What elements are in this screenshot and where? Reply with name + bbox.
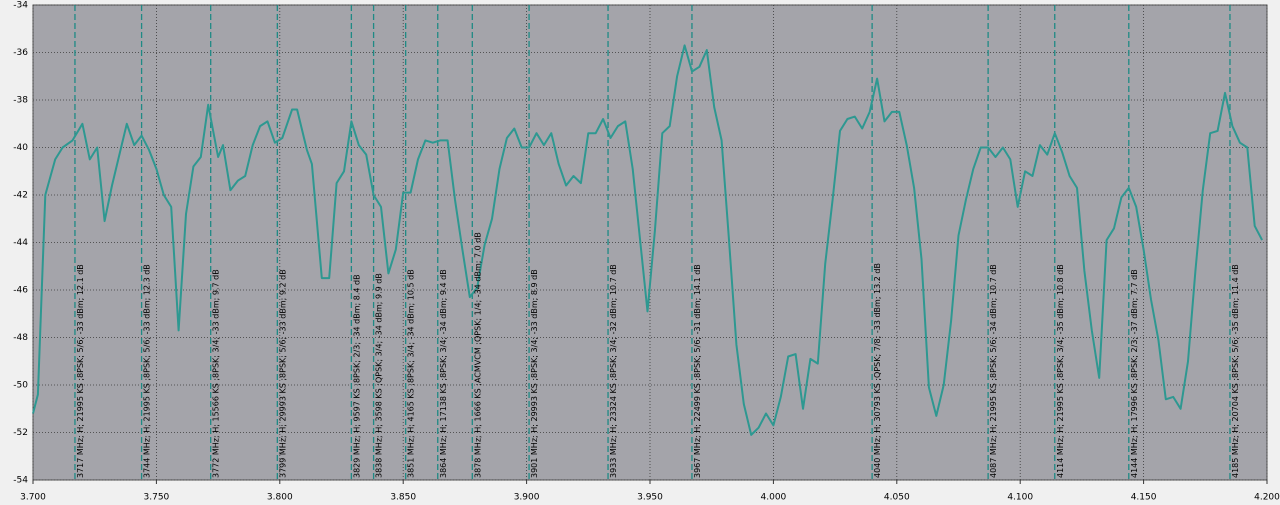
y-tick-label: -44 [13, 238, 28, 248]
marker-label: 3829 MHz; H; 9597 KS ;8PSK; 2/3; -34 dBm… [352, 274, 361, 478]
y-tick-label: -46 [13, 286, 28, 296]
y-tick-label: -54 [13, 476, 28, 486]
marker-label: 4040 MHz; H; 30793 KS ;QPSK; 7/8; -33 dB… [873, 263, 882, 478]
marker-label: 4185 MHz; H; 20704 KS ;8PSK; 5/6; -35 dB… [1231, 264, 1240, 478]
marker-label: 3799 MHz; H; 29993 KS ;8PSK; 5/6; -33 dB… [278, 269, 287, 478]
marker-label: 3967 MHz; H; 22499 KS ;8PSK; 5/6; -31 dB… [693, 264, 702, 478]
x-tick-label: 3.950 [637, 493, 663, 503]
marker-label: 3901 MHz; H; 29993 KS ;8PSK; 3/4; -33 dB… [530, 269, 539, 478]
x-tick-label: 4.050 [884, 493, 910, 503]
x-tick-label: 3.700 [20, 493, 46, 503]
marker-label: 3933 MHz; H; 23324 KS ;8PSK; 3/4; -32 dB… [609, 264, 618, 478]
x-tick-label: 4.000 [761, 493, 787, 503]
x-tick-label: 4.200 [1254, 493, 1280, 503]
marker-label: 3744 MHz; H; 21995 KS ;8PSK; 5/6; -33 dB… [143, 264, 152, 478]
marker-label: 3864 MHz; H; 17138 KS ;8PSK; 3/4; -34 dB… [439, 269, 448, 478]
y-tick-label: -38 [13, 96, 28, 106]
marker-label: 3838 MHz; H; 3598 KS ;QPSK; 3/4; -34 dBm… [375, 273, 384, 478]
y-tick-label: -52 [13, 428, 28, 438]
x-tick-label: 3.800 [267, 493, 293, 503]
marker-label: 3878 MHz; H; 1666 KS ;ACMVCM ;QPSK; 1/4;… [473, 232, 482, 478]
marker-label: 4114 MHz; H; 21995 KS ;8PSK; 3/4; -35 dB… [1056, 264, 1065, 478]
x-tick-label: 3.850 [390, 493, 416, 503]
y-tick-label: -34 [13, 1, 28, 11]
marker-label: 4087 MHz; H; 21995 KS ;8PSK; 5/6; -34 dB… [989, 264, 998, 478]
marker-label: 3851 MHz; H; 4165 KS ;8PSK; 3/4; -34 dBm… [407, 269, 416, 478]
marker-label: 3772 MHz; H; 15566 KS ;8PSK; 3/4; -33 dB… [212, 269, 221, 478]
x-tick-label: 4.150 [1131, 493, 1157, 503]
y-tick-label: -36 [13, 48, 28, 58]
marker-label: 4144 MHz; H; 17996 KS ;8PSK; 2/3; -37 dB… [1130, 269, 1139, 478]
y-tick-label: -48 [13, 333, 28, 343]
x-tick-label: 3.750 [144, 493, 170, 503]
y-tick-label: -42 [13, 191, 28, 201]
y-tick-label: -50 [13, 381, 28, 391]
x-tick-label: 3.900 [514, 493, 540, 503]
marker-label: 3717 MHz; H; 21995 KS ;8PSK; 5/6; -33 dB… [76, 264, 85, 478]
y-tick-label: -40 [13, 143, 28, 153]
x-tick-label: 4.100 [1007, 493, 1033, 503]
spectrum-line [32, 44, 1263, 436]
